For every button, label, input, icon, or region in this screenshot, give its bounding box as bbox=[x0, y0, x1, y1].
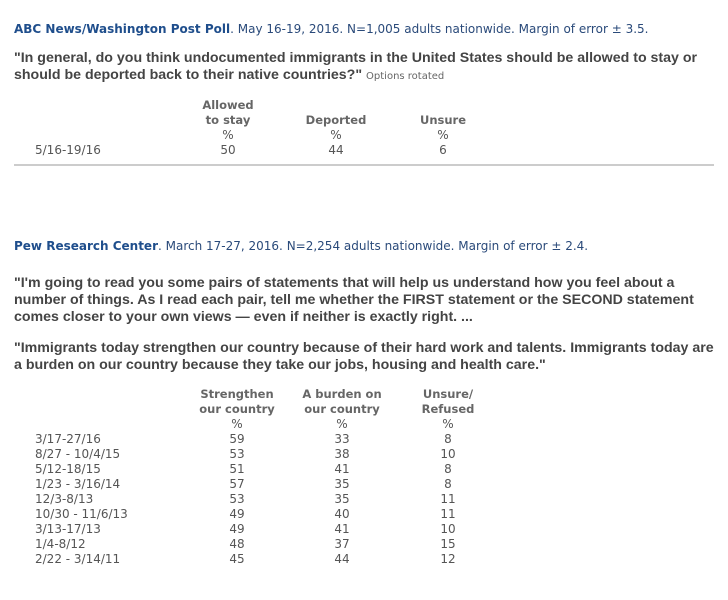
row-value: 53 bbox=[229, 447, 245, 461]
row-value: 49 bbox=[229, 522, 245, 536]
row-value: 53 bbox=[229, 492, 245, 506]
row-value: 8 bbox=[444, 462, 452, 476]
column-header: Allowed bbox=[202, 98, 254, 112]
unit-label: % bbox=[437, 128, 449, 142]
column-header: our country bbox=[304, 402, 380, 416]
row-value: 6 bbox=[439, 143, 447, 157]
abc-question-text: "In general, do you think undocumented i… bbox=[14, 50, 698, 83]
row-value: 12 bbox=[440, 552, 456, 566]
unit-label: % bbox=[330, 128, 342, 142]
row-value: 41 bbox=[334, 462, 350, 476]
row-value: 10 bbox=[440, 447, 456, 461]
abc-question-note: Options rotated bbox=[366, 71, 445, 82]
column-header: our country bbox=[199, 402, 275, 416]
unit-label: % bbox=[336, 417, 348, 431]
row-value: 35 bbox=[334, 492, 350, 506]
table-row: 5/16-19/16 50 44 6 bbox=[0, 143, 728, 158]
row-value: 40 bbox=[334, 507, 350, 521]
row-value: 35 bbox=[334, 477, 350, 491]
table-row: 2/22 - 3/14/11 45 44 12 bbox=[0, 552, 728, 567]
row-value: 44 bbox=[328, 143, 344, 157]
table-row: 8/27 - 10/4/15 53 38 10 bbox=[0, 447, 728, 462]
row-value: 11 bbox=[440, 492, 456, 506]
row-value: 59 bbox=[229, 432, 245, 446]
row-value: 15 bbox=[440, 537, 456, 551]
table-row: 1/4-8/12 48 37 15 bbox=[0, 537, 728, 552]
pew-source-line: Pew Research Center. March 17-27, 2016. … bbox=[14, 239, 588, 253]
row-date: 5/16-19/16 bbox=[35, 143, 101, 157]
row-date: 3/17-27/16 bbox=[35, 432, 101, 446]
pew-source-name: Pew Research Center bbox=[14, 239, 158, 253]
row-value: 11 bbox=[440, 507, 456, 521]
table-row: 3/13-17/13 49 41 10 bbox=[0, 522, 728, 537]
pew-intro: "I'm going to read you some pairs of sta… bbox=[14, 275, 694, 325]
row-date: 3/13-17/13 bbox=[35, 522, 101, 536]
row-date: 10/30 - 11/6/13 bbox=[35, 507, 128, 521]
row-value: 38 bbox=[334, 447, 350, 461]
row-value: 44 bbox=[334, 552, 350, 566]
row-date: 2/22 - 3/14/11 bbox=[35, 552, 121, 566]
unit-label: % bbox=[222, 128, 234, 142]
row-value: 8 bbox=[444, 477, 452, 491]
unit-row: %%% bbox=[0, 417, 728, 432]
row-date: 8/27 - 10/4/15 bbox=[35, 447, 121, 461]
table-header-row: to stay Deported Unsure bbox=[0, 113, 728, 128]
pew-results-table: Strengthen A burden on Unsure/our country o… bbox=[0, 387, 728, 567]
unit-label: % bbox=[231, 417, 243, 431]
table-row: 3/17-27/16 59 33 8 bbox=[0, 432, 728, 447]
row-value: 48 bbox=[229, 537, 245, 551]
row-value: 8 bbox=[444, 432, 452, 446]
row-value: 51 bbox=[229, 462, 245, 476]
abc-results-table: Allowed to stay Deported Unsure%%% 5/16-19/1… bbox=[0, 98, 728, 158]
section-divider bbox=[14, 164, 714, 166]
table-row: 10/30 - 11/6/13 49 40 11 bbox=[0, 507, 728, 522]
row-value: 45 bbox=[229, 552, 245, 566]
pew-question: "Immigrants today strengthen our country… bbox=[14, 340, 714, 373]
column-header: Strengthen bbox=[200, 387, 274, 401]
row-date: 1/4-8/12 bbox=[35, 537, 86, 551]
table-row: 12/3-8/13 53 35 11 bbox=[0, 492, 728, 507]
row-date: 1/23 - 3/16/14 bbox=[35, 477, 121, 491]
row-value: 49 bbox=[229, 507, 245, 521]
pew-source-details: . March 17-27, 2016. N=2,254 adults nati… bbox=[158, 239, 589, 253]
row-date: 5/12-18/15 bbox=[35, 462, 101, 476]
row-value: 50 bbox=[220, 143, 236, 157]
table-header-row: Strengthen A burden on Unsure/ bbox=[0, 387, 728, 402]
row-date: 12/3-8/13 bbox=[35, 492, 94, 506]
table-row: 5/12-18/15 51 41 8 bbox=[0, 462, 728, 477]
column-header: Unsure/ bbox=[422, 387, 474, 401]
column-header: to stay bbox=[205, 113, 251, 127]
column-header: A burden on bbox=[302, 387, 382, 401]
row-value: 41 bbox=[334, 522, 350, 536]
abc-source-name: ABC News/Washington Post Poll bbox=[14, 22, 231, 36]
abc-source-details: . May 16-19, 2016. N=1,005 adults nation… bbox=[230, 22, 649, 36]
column-header: Deported bbox=[305, 113, 367, 127]
row-value: 10 bbox=[440, 522, 456, 536]
column-header: Unsure bbox=[419, 113, 467, 127]
unit-label: % bbox=[442, 417, 454, 431]
row-value: 37 bbox=[334, 537, 350, 551]
row-value: 33 bbox=[334, 432, 350, 446]
table-header-row: our country our country Refused bbox=[0, 402, 728, 417]
table-header-row: Allowed bbox=[0, 98, 728, 113]
table-row: 1/23 - 3/16/14 57 35 8 bbox=[0, 477, 728, 492]
row-value: 57 bbox=[229, 477, 245, 491]
abc-source-line: ABC News/Washington Post Poll. May 16-19… bbox=[14, 22, 648, 36]
unit-row: %%% bbox=[0, 128, 728, 143]
column-header: Refused bbox=[421, 402, 475, 416]
abc-question: "In general, do you think undocumented i… bbox=[14, 50, 719, 85]
